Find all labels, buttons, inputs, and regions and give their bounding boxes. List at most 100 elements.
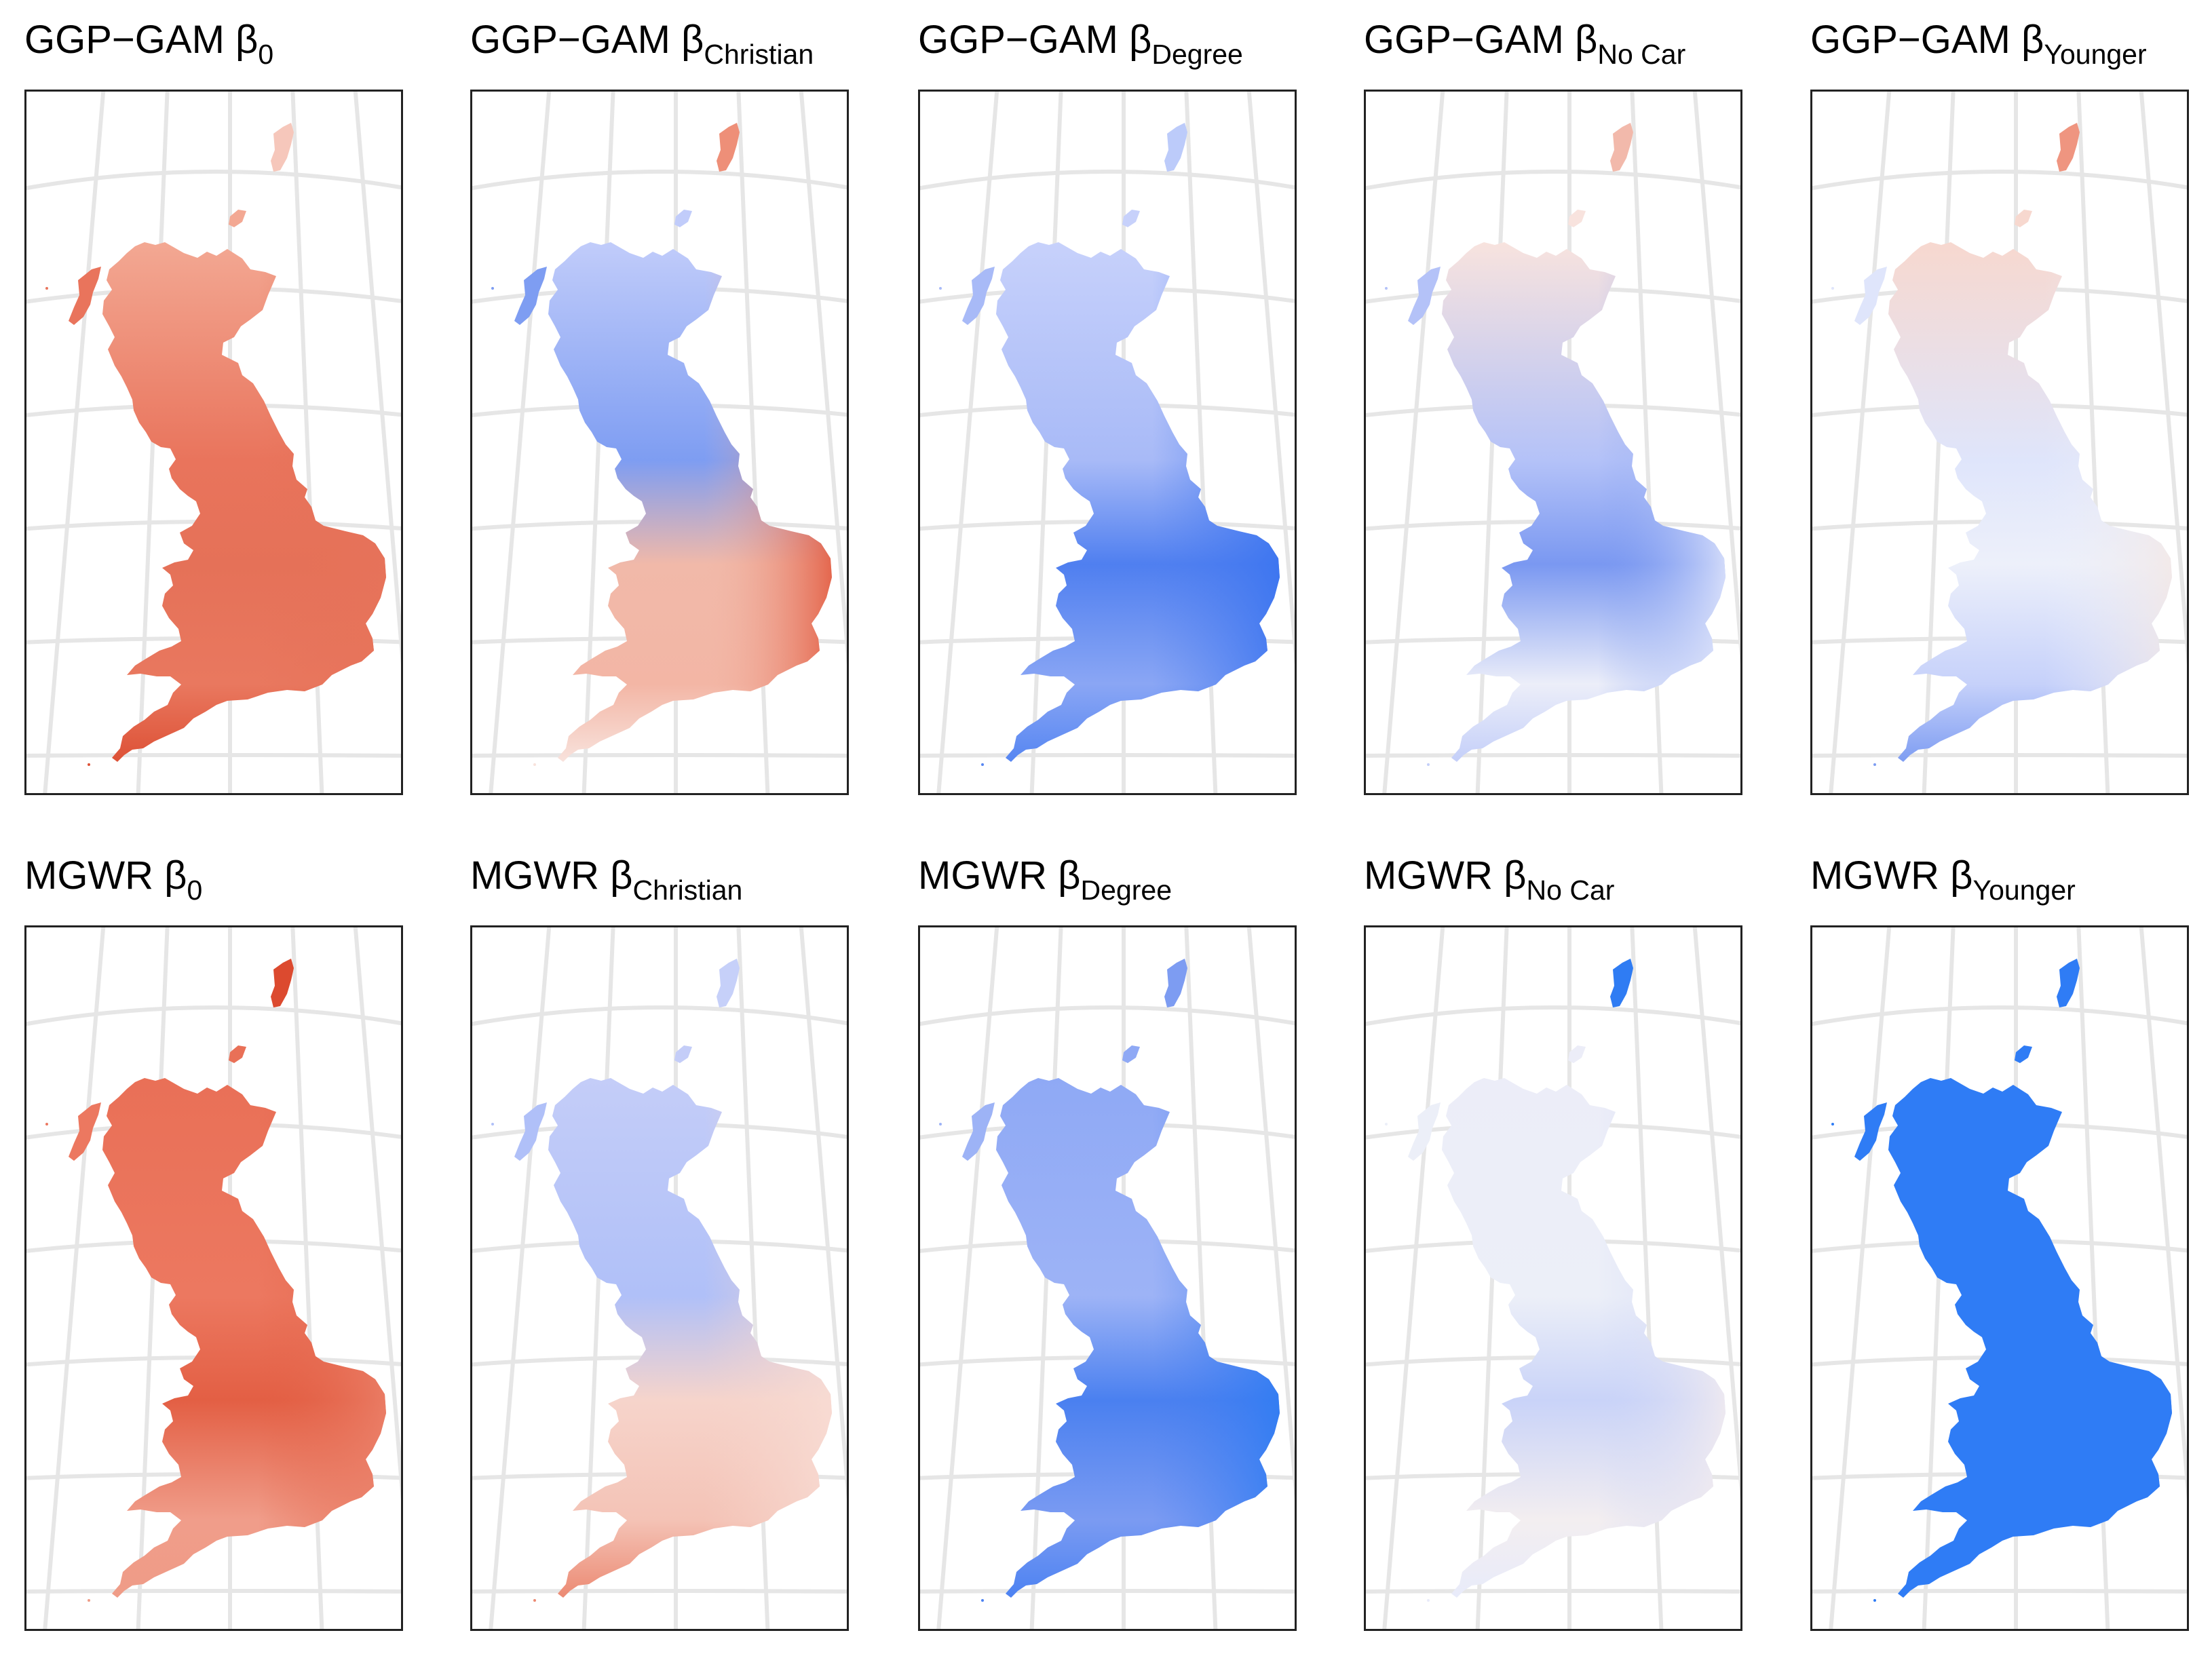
- panel-title-text: GGP−GAM β: [24, 18, 259, 62]
- graticule-meridian: [799, 92, 847, 666]
- outer-hebrides: [514, 267, 547, 325]
- panel-title: GGP−GAM βNo Car: [1364, 18, 1685, 69]
- graticule-parallel: [1812, 1589, 2187, 1594]
- gb-landmass: [1385, 959, 1725, 1602]
- scilly: [1427, 763, 1430, 766]
- outer-hebrides: [1408, 1102, 1441, 1161]
- panel-title-text: MGWR β: [470, 853, 633, 898]
- graticule-parallel: [472, 1589, 847, 1594]
- graticule-meridian: [290, 927, 324, 1629]
- map-frame: [1364, 90, 1742, 795]
- orkney: [2015, 1045, 2032, 1063]
- orkney: [674, 210, 692, 227]
- panel-title-subscript: Christian: [632, 874, 743, 906]
- graticule-parallel: [26, 753, 401, 758]
- outer-hebrides: [69, 267, 101, 325]
- graticule-parallel: [1812, 170, 2187, 191]
- gb-landmass: [491, 959, 832, 1602]
- graticule-parallel: [472, 1005, 847, 1026]
- graticule-meridian: [1184, 927, 1218, 1629]
- outer-hebrides: [1408, 267, 1441, 325]
- graticule-parallel: [26, 1589, 401, 1594]
- mainland-east-shading: [102, 1078, 386, 1598]
- shetland: [271, 123, 294, 172]
- graticule-meridian: [1829, 92, 1892, 793]
- graticule: [920, 927, 1295, 1629]
- gb-map: [472, 927, 847, 1629]
- panel-title-text: MGWR β: [24, 853, 187, 898]
- panel-title: GGP−GAM β0: [24, 18, 273, 69]
- gb-map: [1366, 92, 1740, 793]
- st-kilda: [491, 287, 494, 290]
- graticule-meridian: [1029, 92, 1063, 793]
- graticule-meridian: [1475, 927, 1509, 1629]
- panel-title-subscript: 0: [187, 874, 203, 906]
- shetland: [1164, 959, 1187, 1007]
- outer-hebrides: [1854, 267, 1887, 325]
- panel-title-text: MGWR β: [918, 853, 1081, 898]
- graticule-meridian: [1630, 927, 1664, 1629]
- mainland-east-shading: [1888, 242, 2172, 762]
- gb-landmass: [45, 123, 386, 766]
- gb-landmass: [939, 959, 1280, 1602]
- scilly: [88, 1599, 90, 1602]
- outer-hebrides: [962, 1102, 995, 1161]
- mainland-east-shading: [1442, 242, 1725, 762]
- st-kilda: [45, 287, 48, 290]
- graticule-meridian: [1246, 92, 1295, 666]
- mainland-east-shading: [1442, 1078, 1725, 1598]
- shetland: [717, 123, 740, 172]
- orkney: [229, 210, 246, 227]
- shetland: [717, 959, 740, 1007]
- panel-title-subscript: Degree: [1151, 39, 1243, 70]
- graticule-meridian: [1922, 927, 1956, 1629]
- outer-hebrides: [1854, 1102, 1887, 1161]
- graticule-meridian: [1692, 92, 1740, 666]
- graticule-meridian: [43, 927, 106, 1629]
- panel-title-text: GGP−GAM β: [1364, 18, 1598, 62]
- gb-map: [472, 92, 847, 793]
- st-kilda: [1831, 287, 1834, 290]
- map-frame: [470, 925, 849, 1631]
- panel-title: MGWR βYounger: [1810, 856, 2076, 904]
- mainland-east-shading: [548, 1078, 832, 1598]
- map-frame: [24, 925, 403, 1631]
- graticule-parallel: [472, 170, 847, 191]
- graticule-meridian: [1829, 927, 1892, 1629]
- map-frame: [1810, 90, 2189, 795]
- gb-map: [920, 92, 1295, 793]
- graticule-meridian: [353, 92, 401, 666]
- panel-title-text: MGWR β: [1364, 853, 1527, 898]
- graticule-parallel: [26, 170, 401, 191]
- graticule-parallel: [920, 1005, 1295, 1026]
- gb-landmass: [491, 123, 832, 766]
- gb-landmass: [939, 123, 1280, 766]
- gb-map: [26, 92, 401, 793]
- st-kilda: [1385, 1123, 1388, 1126]
- panel-title: GGP−GAM βYounger: [1810, 20, 2147, 69]
- graticule-parallel: [1366, 1005, 1740, 1026]
- gb-map: [1812, 927, 2187, 1629]
- graticule-meridian: [736, 927, 770, 1629]
- graticule-meridian: [1922, 92, 1956, 793]
- graticule-meridian: [936, 92, 999, 793]
- st-kilda: [491, 1123, 494, 1126]
- gb-map: [920, 927, 1295, 1629]
- graticule: [26, 927, 401, 1629]
- panel-title-text: GGP−GAM β: [470, 18, 704, 62]
- map-frame: [918, 90, 1297, 795]
- panel-title: GGP−GAM βChristian: [470, 18, 814, 69]
- orkney: [1568, 210, 1586, 227]
- orkney: [1122, 1045, 1140, 1063]
- graticule-meridian: [43, 92, 106, 793]
- st-kilda: [1831, 1123, 1834, 1126]
- shetland: [2057, 123, 2080, 172]
- orkney: [229, 1045, 246, 1063]
- st-kilda: [1385, 287, 1388, 290]
- graticule-parallel: [920, 170, 1295, 191]
- graticule-parallel: [1366, 753, 1740, 758]
- map-frame: [918, 925, 1297, 1631]
- shetland: [1610, 959, 1633, 1007]
- mainland-east-shading: [1888, 1078, 2172, 1598]
